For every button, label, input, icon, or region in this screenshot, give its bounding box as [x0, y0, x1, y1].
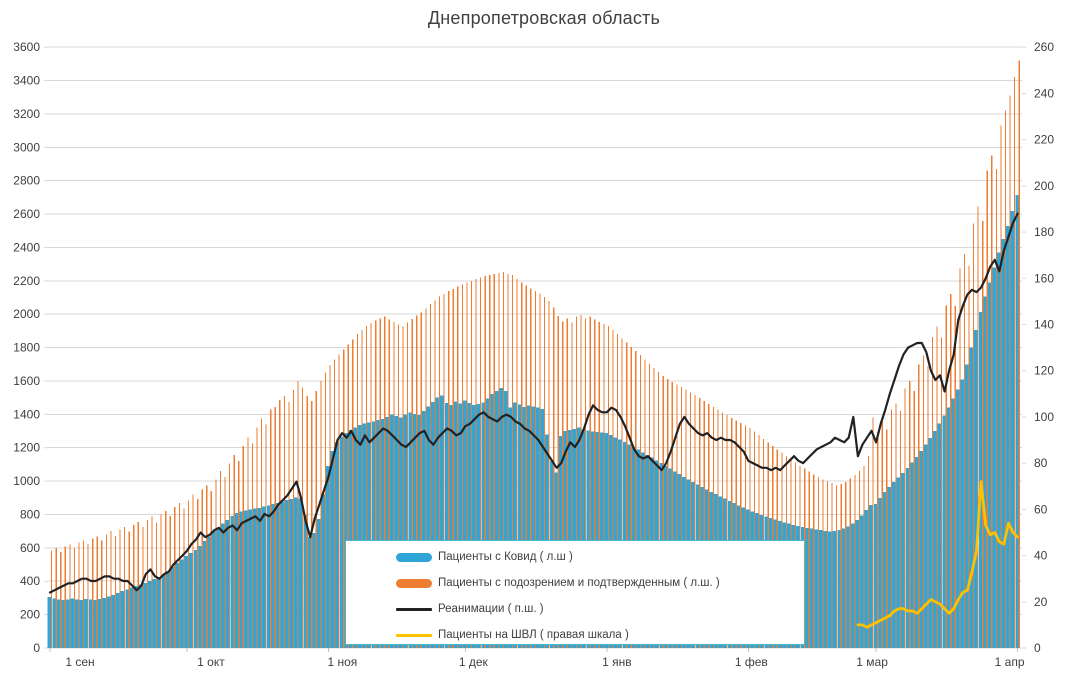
right-axis-tick-label: 200: [1034, 179, 1054, 193]
icu-line: [48, 212, 1019, 594]
left-axis-tick-label: 1800: [13, 341, 40, 355]
left-axis-tick-label: 1600: [13, 374, 40, 388]
right-axis-tick-label: 140: [1034, 317, 1054, 331]
legend-item-label: Реанимации ( п.ш. ): [438, 603, 544, 615]
right-axis-tick-label: 160: [1034, 271, 1054, 285]
left-axis-tick-label: 2200: [13, 274, 40, 288]
legend-item-label: Пациенты на ШВЛ ( правая шкала ): [438, 629, 629, 641]
left-axis-tick-label: 400: [20, 574, 40, 588]
left-axis-tick-label: 2600: [13, 207, 40, 221]
left-axis-tick-label: 2400: [13, 240, 40, 254]
left-axis-tick-label: 3600: [13, 40, 40, 54]
left-axis-tick-label: 2800: [13, 174, 40, 188]
chart-legend: Пациенты с Ковид ( л.ш ) Пациенты с подо…: [345, 540, 805, 645]
left-axis-tick-label: 3000: [13, 140, 40, 154]
legend-item-icu: Реанимации ( п.ш. ): [346, 598, 804, 620]
icu-line-swatch-icon: [396, 607, 432, 611]
axis-labels: 0200400600800100012001400160018002000220…: [13, 40, 1054, 669]
left-axis-tick-label: 3200: [13, 107, 40, 121]
right-axis-tick-label: 240: [1034, 86, 1054, 100]
left-axis-tick-label: 1400: [13, 407, 40, 421]
right-axis-tick-label: 0: [1034, 641, 1041, 655]
legend-item-suspected: Пациенты с подозрением и подтвержденным …: [346, 572, 804, 594]
x-axis-tick-label: 1 фев: [735, 655, 768, 669]
x-axis-tick-label: 1 ноя: [328, 655, 358, 669]
x-axis-tick-label: 1 сен: [65, 655, 94, 669]
x-axis-tick-label: 1 окт: [197, 655, 225, 669]
covid-bar-swatch-icon: [396, 552, 432, 562]
right-axis-tick-label: 20: [1034, 595, 1048, 609]
left-axis-tick-label: 600: [20, 541, 40, 555]
right-axis-tick-label: 60: [1034, 502, 1048, 516]
right-axis-tick-label: 100: [1034, 410, 1054, 424]
legend-item-covid: Пациенты с Ковид ( л.ш ): [346, 546, 804, 568]
right-axis-tick-label: 120: [1034, 364, 1054, 378]
legend-item-label: Пациенты с Ковид ( л.ш ): [438, 551, 573, 563]
legend-item-ventilator: Пациенты на ШВЛ ( правая шкала ): [346, 624, 804, 646]
right-axis-tick-label: 220: [1034, 133, 1054, 147]
left-axis-tick-label: 1000: [13, 474, 40, 488]
suspected-bar-swatch-icon: [396, 578, 432, 588]
left-axis-tick-label: 200: [20, 608, 40, 622]
x-axis-tick-label: 1 мар: [856, 655, 888, 669]
left-axis-tick-label: 3400: [13, 74, 40, 88]
right-axis-tick-label: 80: [1034, 456, 1048, 470]
ventilator-line-swatch-icon: [396, 633, 432, 637]
left-axis-tick-label: 0: [33, 641, 40, 655]
x-axis-tick-label: 1 апр: [995, 655, 1025, 669]
left-axis-tick-label: 2000: [13, 307, 40, 321]
legend-item-label: Пациенты с подозрением и подтвержденным …: [438, 577, 720, 589]
right-axis-tick-label: 40: [1034, 549, 1048, 563]
left-axis-tick-label: 800: [20, 507, 40, 521]
x-axis-tick-label: 1 дек: [459, 655, 489, 669]
right-axis-tick-label: 180: [1034, 225, 1054, 239]
chart-title: Днепропетровская область: [427, 8, 661, 28]
right-axis-tick-label: 260: [1034, 40, 1054, 54]
x-axis-tick-label: 1 янв: [602, 655, 632, 669]
ventilator-line: [856, 480, 1019, 629]
left-axis-tick-label: 1200: [13, 441, 40, 455]
